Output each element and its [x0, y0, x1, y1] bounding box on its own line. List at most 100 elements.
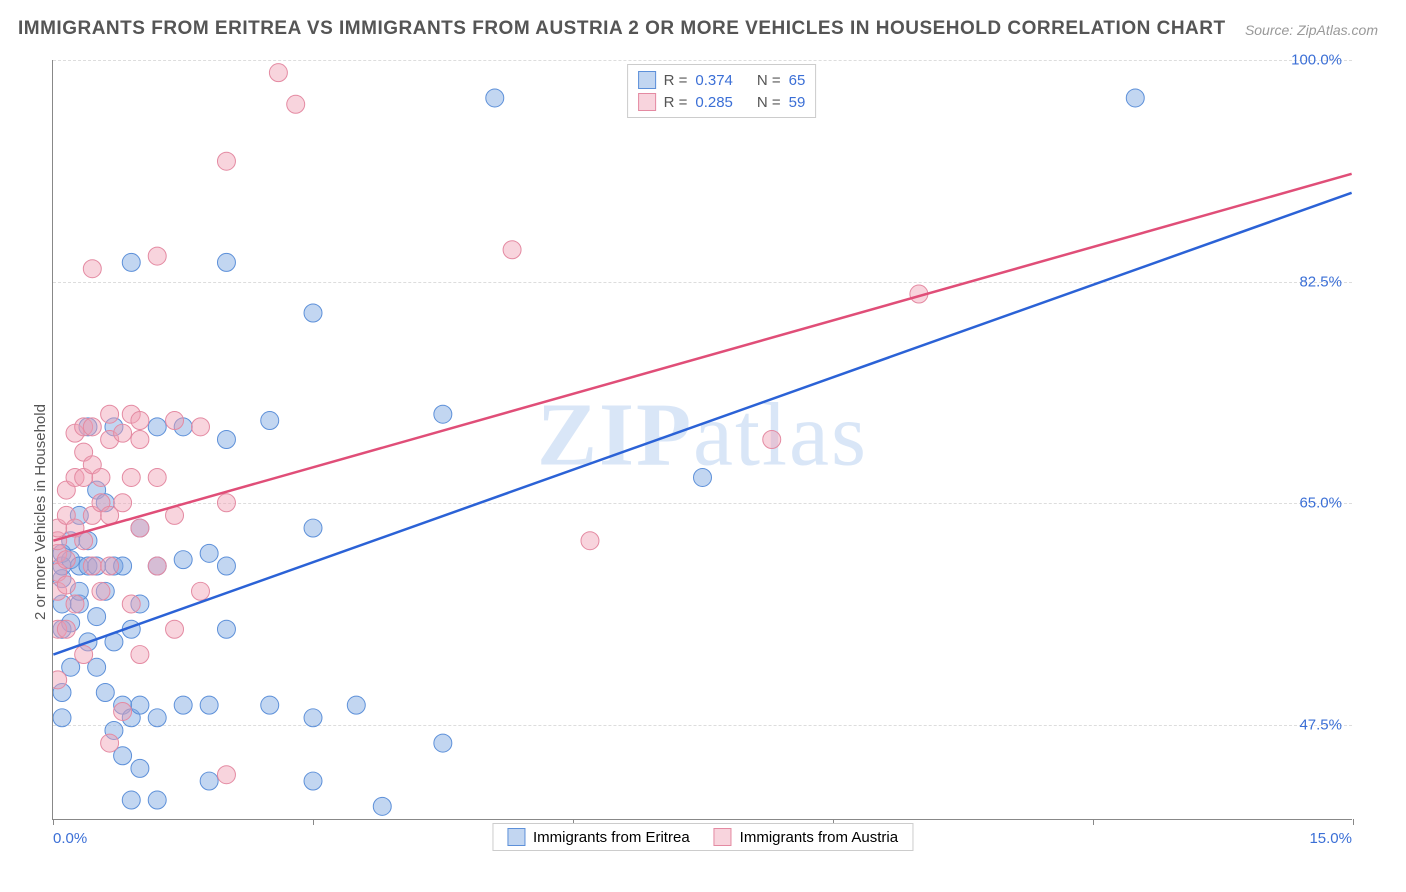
- data-point: [96, 684, 114, 702]
- data-point: [83, 418, 101, 436]
- data-point: [166, 412, 184, 430]
- series-label-austria: Immigrants from Austria: [740, 829, 898, 846]
- data-point: [192, 582, 210, 600]
- data-point: [131, 412, 149, 430]
- data-point: [581, 532, 599, 550]
- data-point: [66, 595, 84, 613]
- x-tick-min: 0.0%: [53, 830, 87, 847]
- series-label-eritrea: Immigrants from Eritrea: [533, 829, 690, 846]
- swatch-eritrea-b: [507, 828, 525, 846]
- legend-series: Immigrants from Eritrea Immigrants from …: [492, 823, 913, 851]
- data-point: [174, 696, 192, 714]
- data-point: [217, 766, 235, 784]
- data-point: [261, 412, 279, 430]
- data-point: [101, 734, 119, 752]
- data-point: [88, 608, 106, 626]
- chart-title: IMMIGRANTS FROM ERITREA VS IMMIGRANTS FR…: [18, 18, 1226, 40]
- x-tick-mark: [1353, 819, 1354, 825]
- data-point: [217, 253, 235, 271]
- n-value-eritrea: 65: [789, 72, 806, 89]
- chart-svg: [53, 60, 1352, 819]
- legend-item-eritrea: Immigrants from Eritrea: [507, 828, 690, 846]
- data-point: [486, 89, 504, 107]
- data-point: [122, 468, 140, 486]
- data-point: [75, 646, 93, 664]
- data-point: [694, 468, 712, 486]
- data-point: [53, 671, 67, 689]
- data-point: [148, 557, 166, 575]
- data-point: [57, 620, 75, 638]
- data-point: [217, 431, 235, 449]
- data-point: [304, 772, 322, 790]
- data-point: [148, 468, 166, 486]
- data-point: [1126, 89, 1144, 107]
- data-point: [114, 702, 132, 720]
- data-point: [101, 405, 119, 423]
- data-point: [101, 557, 119, 575]
- data-point: [148, 418, 166, 436]
- data-point: [347, 696, 365, 714]
- x-tick-max: 15.0%: [1309, 830, 1352, 847]
- data-point: [83, 260, 101, 278]
- data-point: [122, 791, 140, 809]
- y-axis-label: 2 or more Vehicles in Household: [32, 404, 49, 620]
- swatch-austria-b: [714, 828, 732, 846]
- data-point: [217, 152, 235, 170]
- r-label: R =: [664, 94, 688, 111]
- legend-row-austria: R = 0.285 N = 59: [638, 91, 806, 113]
- x-tick-mark: [313, 819, 314, 825]
- r-value-eritrea: 0.374: [695, 72, 733, 89]
- n-value-austria: 59: [789, 94, 806, 111]
- n-label: N =: [757, 72, 781, 89]
- data-point: [131, 759, 149, 777]
- data-point: [92, 582, 110, 600]
- data-point: [53, 709, 71, 727]
- swatch-eritrea: [638, 71, 656, 89]
- data-point: [57, 576, 75, 594]
- data-point: [434, 734, 452, 752]
- data-point: [304, 304, 322, 322]
- source-credit: Source: ZipAtlas.com: [1245, 22, 1378, 38]
- data-point: [434, 405, 452, 423]
- data-point: [92, 468, 110, 486]
- n-label: N =: [757, 94, 781, 111]
- data-point: [83, 557, 101, 575]
- r-label: R =: [664, 72, 688, 89]
- legend-correlation: R = 0.374 N = 65 R = 0.285 N = 59: [627, 64, 817, 118]
- data-point: [131, 519, 149, 537]
- data-point: [217, 620, 235, 638]
- data-point: [148, 709, 166, 727]
- data-point: [166, 620, 184, 638]
- data-point: [304, 709, 322, 727]
- data-point: [200, 544, 218, 562]
- x-tick-mark: [53, 819, 54, 825]
- plot-area: ZIPatlas R = 0.374 N = 65 R = 0.285 N = …: [52, 60, 1352, 820]
- data-point: [269, 64, 287, 82]
- data-point: [148, 791, 166, 809]
- data-point: [174, 551, 192, 569]
- data-point: [200, 772, 218, 790]
- data-point: [287, 95, 305, 113]
- data-point: [122, 253, 140, 271]
- legend-item-austria: Immigrants from Austria: [714, 828, 898, 846]
- data-point: [131, 696, 149, 714]
- data-point: [763, 431, 781, 449]
- data-point: [373, 797, 391, 815]
- swatch-austria: [638, 93, 656, 111]
- data-point: [192, 418, 210, 436]
- data-point: [148, 247, 166, 265]
- data-point: [131, 646, 149, 664]
- r-value-austria: 0.285: [695, 94, 733, 111]
- data-point: [200, 696, 218, 714]
- data-point: [122, 595, 140, 613]
- data-point: [503, 241, 521, 259]
- data-point: [57, 551, 75, 569]
- data-point: [261, 696, 279, 714]
- data-point: [114, 424, 132, 442]
- x-tick-mark: [1093, 819, 1094, 825]
- legend-row-eritrea: R = 0.374 N = 65: [638, 69, 806, 91]
- data-point: [114, 494, 132, 512]
- data-point: [131, 431, 149, 449]
- data-point: [217, 494, 235, 512]
- data-point: [217, 557, 235, 575]
